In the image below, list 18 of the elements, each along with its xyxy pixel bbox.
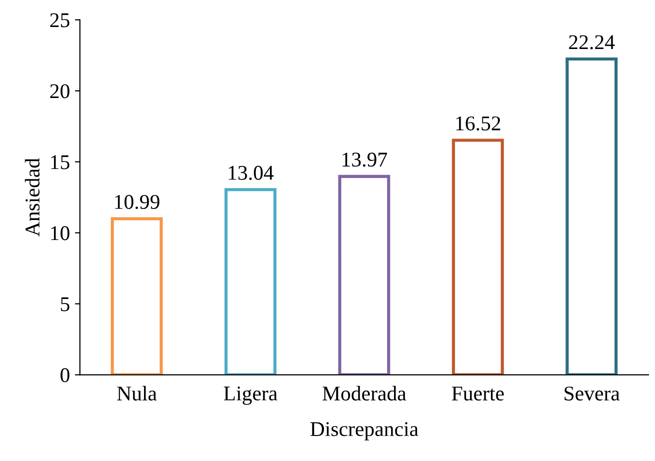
data-label: 22.24 — [569, 35, 615, 50]
x-axis-title: Discrepancia — [310, 422, 418, 440]
data-label: 16.52 — [456, 116, 500, 131]
data-label: 13.04 — [228, 166, 274, 180]
y-axis-title: Ansiedad — [24, 158, 40, 236]
y-tick-label: 5 — [60, 297, 70, 312]
data-label: 13.97 — [342, 152, 388, 167]
y-tick-label: 0 — [60, 368, 70, 382]
y-tick-label: 20 — [50, 84, 70, 98]
y-tick-label: 10 — [51, 226, 70, 240]
y-tick-label: 15 — [51, 155, 70, 170]
y-tick-label: 25 — [50, 13, 70, 28]
x-tick-label: Nula — [117, 386, 157, 401]
x-tick-label: Severa — [564, 386, 620, 401]
x-tick-label: Moderada — [322, 386, 406, 401]
data-label: 10.99 — [115, 194, 160, 210]
x-tick-label: Fuerte — [452, 386, 504, 401]
x-tick-label: Ligera — [224, 386, 278, 405]
